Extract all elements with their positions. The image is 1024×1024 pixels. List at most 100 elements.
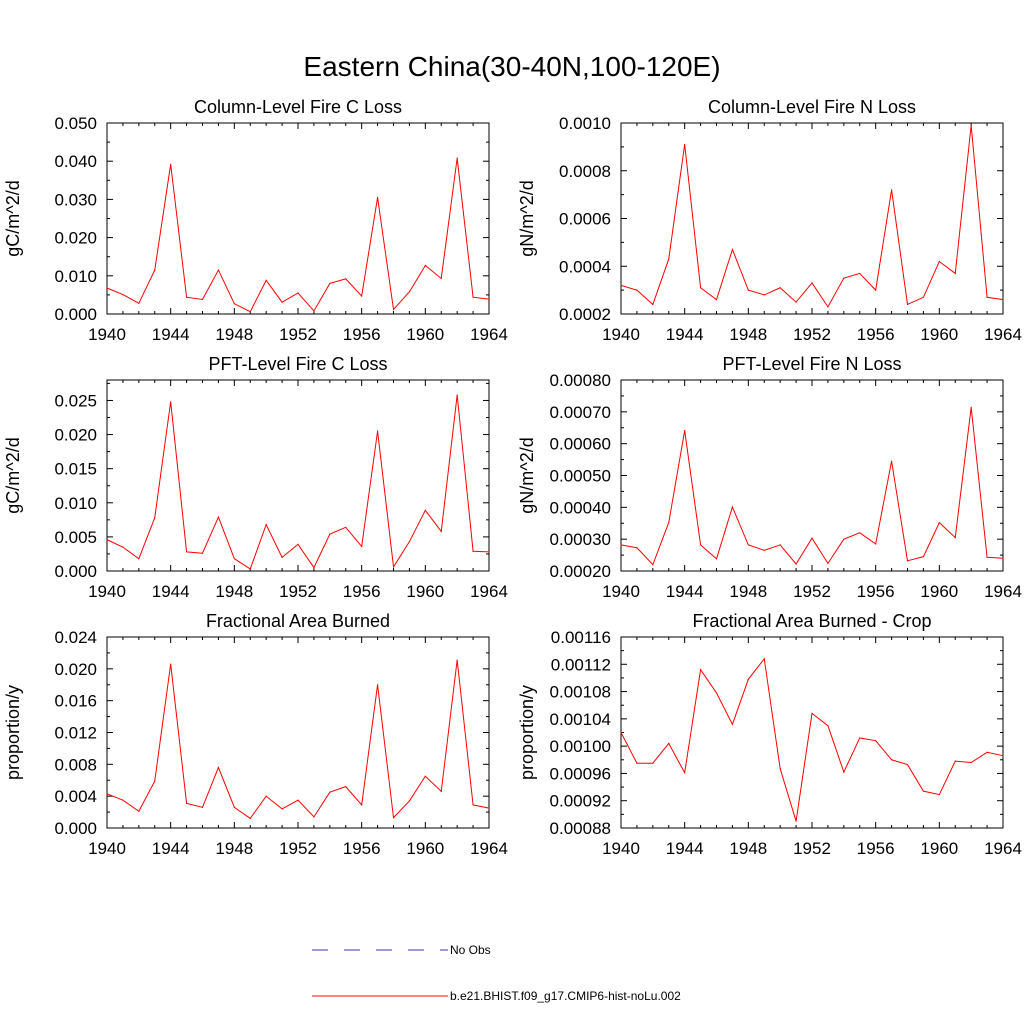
x-tick-label: 1964 bbox=[470, 582, 508, 601]
data-point bbox=[138, 558, 140, 560]
data-point bbox=[763, 549, 765, 551]
data-point bbox=[906, 303, 909, 306]
data-point bbox=[201, 552, 204, 554]
data-point bbox=[488, 551, 490, 553]
x-tick-label: 1944 bbox=[666, 582, 704, 601]
data-point bbox=[747, 544, 749, 546]
data-point bbox=[890, 759, 893, 761]
data-point bbox=[620, 544, 622, 546]
y-tick-label: 0.00060 bbox=[550, 435, 611, 454]
y-axis-label: gN/m^2/d bbox=[517, 180, 537, 256]
y-axis-label: gN/m^2/d bbox=[517, 437, 537, 513]
data-point bbox=[281, 301, 283, 303]
data-point bbox=[636, 762, 638, 764]
data-point bbox=[154, 517, 156, 519]
data-point bbox=[684, 772, 686, 774]
data-point bbox=[424, 509, 426, 511]
data-point bbox=[779, 287, 781, 289]
data-point bbox=[440, 530, 442, 533]
data-point bbox=[376, 196, 379, 199]
data-point bbox=[715, 558, 718, 560]
y-tick-label: 0.00108 bbox=[550, 683, 611, 702]
panel-title: Fractional Area Burned bbox=[206, 611, 390, 631]
panel-title: PFT-Level Fire C Loss bbox=[208, 354, 387, 374]
data-point bbox=[297, 799, 299, 801]
data-point bbox=[106, 539, 108, 541]
data-point bbox=[170, 401, 172, 403]
data-point bbox=[747, 289, 749, 291]
x-tick-label: 1948 bbox=[729, 325, 767, 344]
data-point bbox=[249, 311, 251, 313]
x-tick-label: 1960 bbox=[406, 839, 444, 858]
data-point bbox=[731, 506, 734, 508]
data-point bbox=[684, 430, 686, 432]
data-point bbox=[668, 522, 670, 524]
data-point bbox=[456, 659, 458, 661]
data-point bbox=[345, 526, 347, 528]
data-point bbox=[875, 289, 877, 291]
x-tick-label: 1940 bbox=[88, 839, 126, 858]
data-point bbox=[297, 543, 299, 545]
x-tick-label: 1964 bbox=[470, 325, 508, 344]
data-point bbox=[106, 287, 108, 289]
y-tick-label: 0.00096 bbox=[550, 764, 611, 783]
y-tick-label: 0.024 bbox=[54, 628, 97, 647]
data-point bbox=[636, 547, 638, 549]
data-point bbox=[376, 430, 379, 432]
x-tick-label: 1956 bbox=[857, 839, 895, 858]
x-tick-label: 1940 bbox=[88, 582, 126, 601]
data-point bbox=[313, 566, 315, 569]
y-tick-label: 0.004 bbox=[54, 787, 97, 806]
data-point bbox=[233, 303, 235, 305]
data-point bbox=[217, 766, 220, 769]
y-tick-label: 0.000 bbox=[54, 562, 97, 581]
data-point bbox=[281, 556, 283, 558]
data-point bbox=[201, 298, 204, 301]
data-point bbox=[424, 264, 426, 267]
x-tick-label: 1956 bbox=[343, 582, 381, 601]
x-tick-label: 1952 bbox=[793, 325, 831, 344]
data-point bbox=[731, 723, 734, 725]
data-point bbox=[440, 277, 442, 280]
data-point bbox=[122, 293, 124, 296]
y-tick-label: 0.0002 bbox=[559, 305, 611, 324]
panel-title: Column-Level Fire N Loss bbox=[708, 97, 916, 117]
x-tick-label: 1940 bbox=[88, 325, 126, 344]
data-point bbox=[970, 761, 972, 764]
y-tick-label: 0.040 bbox=[54, 152, 97, 171]
data-point bbox=[408, 291, 411, 293]
data-point bbox=[843, 771, 845, 773]
y-tick-label: 0.010 bbox=[54, 267, 97, 286]
y-tick-label: 0.010 bbox=[54, 494, 97, 513]
data-point bbox=[185, 551, 188, 553]
x-tick-label: 1960 bbox=[920, 582, 958, 601]
data-point bbox=[954, 760, 956, 762]
data-point bbox=[472, 296, 474, 298]
data-point bbox=[185, 802, 188, 804]
data-point bbox=[811, 712, 813, 715]
data-point bbox=[684, 143, 686, 146]
data-point bbox=[1002, 557, 1004, 559]
data-point bbox=[201, 806, 204, 808]
data-point bbox=[859, 272, 861, 275]
data-point bbox=[652, 303, 654, 306]
data-point bbox=[652, 564, 654, 566]
x-tick-label: 1964 bbox=[984, 839, 1022, 858]
data-point bbox=[906, 763, 909, 766]
legend-model-label: b.e21.BHIST.f09_g17.CMIP6-hist-noLu.002 bbox=[450, 989, 681, 1003]
data-point bbox=[313, 310, 315, 312]
data-point bbox=[954, 536, 956, 539]
data-point bbox=[233, 558, 235, 560]
data-point bbox=[747, 678, 749, 680]
data-point bbox=[122, 546, 124, 548]
data-point bbox=[795, 563, 797, 565]
data-point bbox=[731, 248, 734, 251]
x-tick-label: 1956 bbox=[857, 325, 895, 344]
data-point bbox=[265, 795, 267, 797]
panel-fractional-area-burned-crop: Fractional Area Burned - Crop proportion/… bbox=[517, 611, 1022, 858]
data-point bbox=[843, 277, 845, 279]
x-tick-label: 1956 bbox=[857, 582, 895, 601]
data-point bbox=[138, 810, 140, 812]
legend: No Obs b.e21.BHIST.f09_g17.CMIP6-hist-no… bbox=[312, 943, 681, 1003]
data-point bbox=[456, 157, 458, 159]
